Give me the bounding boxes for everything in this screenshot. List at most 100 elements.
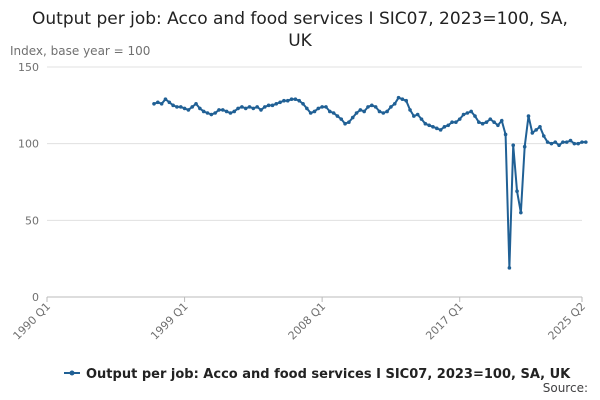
source: Source:	[543, 381, 588, 395]
x-tick-label: 2008 Q1	[286, 300, 329, 343]
data-point	[381, 111, 386, 115]
chart-title: Output per job: Acco and food services I…	[32, 9, 568, 51]
data-point	[389, 105, 393, 109]
data-point	[377, 109, 382, 114]
legend-marker	[69, 370, 75, 376]
data-point	[282, 98, 286, 103]
data-point	[259, 108, 263, 112]
data-point	[553, 140, 558, 144]
data-point	[217, 108, 221, 112]
data-point	[175, 105, 179, 109]
data-point	[301, 102, 305, 106]
data-point	[454, 120, 458, 124]
data-point	[305, 106, 309, 111]
data-point	[457, 117, 462, 121]
data-point	[412, 114, 416, 118]
data-point	[515, 189, 519, 193]
data-point	[438, 128, 443, 132]
data-point	[297, 98, 302, 103]
data-point	[576, 141, 580, 146]
x-tick-label: 1999 Q1	[148, 300, 191, 343]
data-point	[293, 97, 298, 101]
data-point	[350, 115, 355, 120]
y-tick-label: 100	[18, 138, 39, 151]
data-point	[274, 102, 279, 106]
y-tick-label: 50	[25, 214, 39, 227]
data-point	[580, 140, 584, 144]
data-point	[228, 111, 233, 115]
data-point	[534, 128, 538, 132]
data-point	[507, 266, 512, 270]
x-tick-label: 2025 Q2	[546, 300, 589, 343]
x-tick-label: 2017 Q1	[423, 300, 466, 343]
legend-label: Output per job: Acco and food services I…	[86, 367, 571, 382]
data-point	[499, 118, 504, 123]
data-point	[415, 112, 420, 117]
data-point	[538, 125, 542, 129]
data-point	[473, 114, 477, 118]
data-point	[545, 140, 550, 144]
data-point	[156, 100, 160, 105]
data-point	[324, 105, 328, 109]
data-point	[320, 105, 324, 109]
data-point	[163, 97, 168, 101]
data-point	[568, 138, 573, 143]
data-point	[152, 102, 156, 106]
data-point	[289, 97, 294, 101]
data-point	[373, 105, 378, 109]
data-point	[335, 114, 340, 118]
y-axis-label: Index, base year = 100	[10, 44, 150, 58]
data-point	[530, 131, 535, 135]
data-point	[461, 112, 466, 117]
data-point	[331, 111, 336, 115]
data-point	[201, 109, 206, 114]
data-point	[178, 105, 183, 109]
data-point	[541, 134, 546, 138]
data-point	[339, 117, 344, 121]
data-point	[526, 114, 531, 118]
data-point	[434, 126, 439, 131]
data-point	[362, 109, 366, 114]
data-point	[442, 125, 447, 129]
data-point	[171, 103, 175, 108]
data-point	[549, 141, 554, 146]
y-tick-label: 0	[32, 291, 39, 304]
data-point	[167, 100, 172, 105]
data-point	[308, 111, 313, 115]
data-point	[511, 143, 516, 147]
data-point	[419, 117, 424, 121]
y-tick-label: 150	[18, 61, 39, 74]
data-point	[247, 105, 252, 109]
data-point	[404, 98, 409, 103]
data-point	[561, 140, 565, 144]
data-point	[263, 105, 267, 109]
data-point	[224, 109, 229, 114]
data-point	[408, 108, 412, 112]
data-point	[159, 102, 164, 106]
series-line	[153, 96, 586, 268]
x-tick-label: 1990 Q1	[11, 300, 54, 343]
data-point	[270, 103, 275, 108]
data-point	[446, 123, 451, 128]
data-point	[557, 143, 561, 147]
data-point	[285, 98, 290, 103]
data-point	[465, 111, 470, 115]
data-point	[488, 117, 493, 121]
data-point	[400, 97, 405, 101]
data-point	[278, 100, 282, 105]
data-point	[392, 102, 397, 106]
data-point	[190, 105, 195, 109]
data-point	[366, 105, 370, 109]
data-point	[484, 120, 489, 124]
data-point	[240, 105, 244, 109]
data-point	[572, 141, 577, 146]
data-point	[564, 140, 569, 144]
data-point	[354, 111, 359, 115]
data-point	[327, 109, 332, 114]
data-point	[243, 106, 248, 111]
data-point	[220, 108, 225, 112]
data-point	[198, 106, 202, 111]
data-point	[194, 102, 198, 106]
